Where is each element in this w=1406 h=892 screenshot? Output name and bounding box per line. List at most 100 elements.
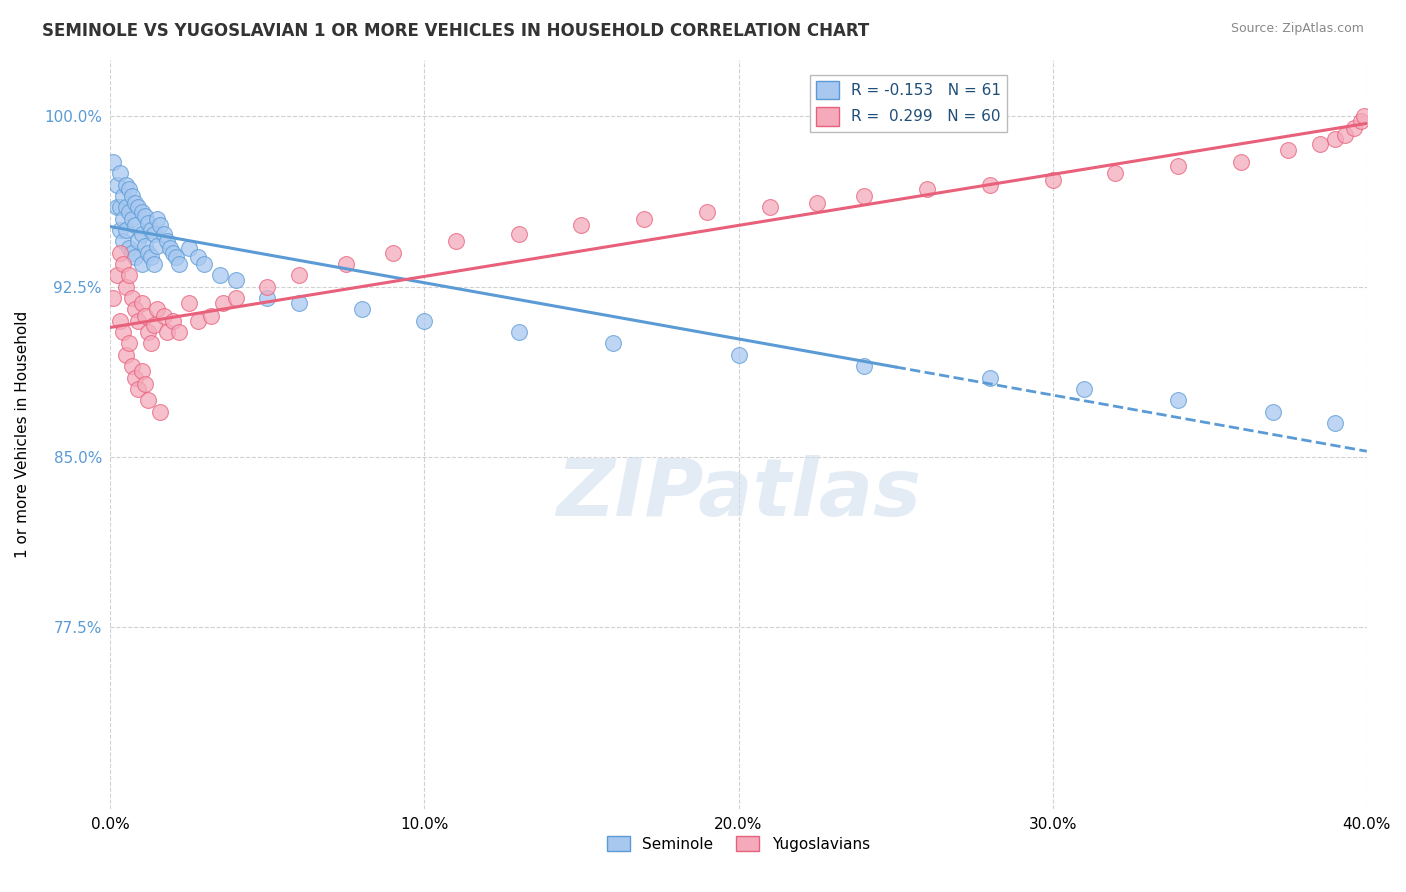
Point [108, 200, 131, 214]
Point [136, 245, 159, 260]
Point [131, 364, 153, 378]
Point [209, 268, 232, 283]
Point [287, 295, 309, 310]
Point [571, 219, 593, 233]
Point [508, 227, 530, 242]
Point [128, 382, 150, 396]
Point [256, 291, 278, 305]
Point [149, 404, 172, 418]
Point [146, 211, 169, 226]
Point [602, 336, 624, 351]
Point [118, 336, 141, 351]
Point [212, 295, 235, 310]
Point [131, 204, 153, 219]
Point [1261, 404, 1284, 418]
Point [149, 219, 172, 233]
Point [124, 302, 146, 317]
Point [134, 310, 156, 324]
Point [1277, 144, 1299, 158]
Point [979, 370, 1001, 384]
Point [806, 195, 828, 210]
Point [124, 250, 146, 264]
Point [118, 182, 141, 196]
Point [118, 268, 141, 283]
Y-axis label: 1 or more Vehicles in Household: 1 or more Vehicles in Household [15, 310, 30, 558]
Point [115, 348, 138, 362]
Point [1343, 120, 1365, 135]
Point [413, 314, 436, 328]
Point [1333, 128, 1355, 142]
Point [131, 227, 153, 242]
Point [134, 377, 156, 392]
Point [335, 257, 357, 271]
Text: SEMINOLE VS YUGOSLAVIAN 1 OR MORE VEHICLES IN HOUSEHOLD CORRELATION CHART: SEMINOLE VS YUGOSLAVIAN 1 OR MORE VEHICL… [42, 22, 869, 40]
Point [1309, 136, 1331, 151]
Point [979, 178, 1001, 192]
Point [193, 257, 215, 271]
Point [287, 268, 309, 283]
Point [187, 314, 209, 328]
Point [108, 223, 131, 237]
Point [853, 359, 876, 374]
Point [136, 325, 159, 339]
Point [121, 189, 143, 203]
Point [124, 219, 146, 233]
Point [128, 200, 150, 214]
Point [115, 223, 138, 237]
Point [1324, 416, 1347, 430]
Text: Source: ZipAtlas.com: Source: ZipAtlas.com [1230, 22, 1364, 36]
Point [139, 250, 162, 264]
Point [121, 359, 143, 374]
Point [136, 393, 159, 408]
Point [727, 348, 749, 362]
Point [1104, 166, 1126, 180]
Point [124, 370, 146, 384]
Point [1167, 393, 1189, 408]
Point [111, 235, 134, 249]
Point [169, 325, 191, 339]
Point [105, 178, 128, 192]
Point [111, 257, 134, 271]
Point [134, 209, 156, 223]
Point [162, 314, 184, 328]
Point [115, 178, 138, 192]
Point [105, 268, 128, 283]
Point [162, 245, 184, 260]
Point [118, 204, 141, 219]
Point [225, 273, 247, 287]
Point [350, 302, 373, 317]
Point [121, 245, 143, 260]
Point [225, 291, 247, 305]
Point [169, 257, 191, 271]
Point [508, 325, 530, 339]
Point [1353, 109, 1375, 123]
Point [165, 250, 187, 264]
Point [128, 235, 150, 249]
Point [853, 189, 876, 203]
Point [115, 279, 138, 293]
Point [159, 241, 181, 255]
Point [177, 295, 200, 310]
Point [633, 211, 655, 226]
Point [134, 239, 156, 253]
Point [108, 245, 131, 260]
Point [759, 200, 782, 214]
Point [1324, 132, 1347, 146]
Point [131, 295, 153, 310]
Point [381, 245, 404, 260]
Point [143, 257, 166, 271]
Point [118, 241, 141, 255]
Point [1230, 154, 1253, 169]
Point [139, 223, 162, 237]
Point [131, 257, 153, 271]
Point [103, 291, 125, 305]
Point [115, 200, 138, 214]
Point [111, 211, 134, 226]
Point [1042, 173, 1064, 187]
Point [143, 227, 166, 242]
Text: ZIPatlas: ZIPatlas [555, 455, 921, 533]
Point [124, 195, 146, 210]
Point [152, 227, 174, 242]
Point [108, 166, 131, 180]
Point [444, 235, 467, 249]
